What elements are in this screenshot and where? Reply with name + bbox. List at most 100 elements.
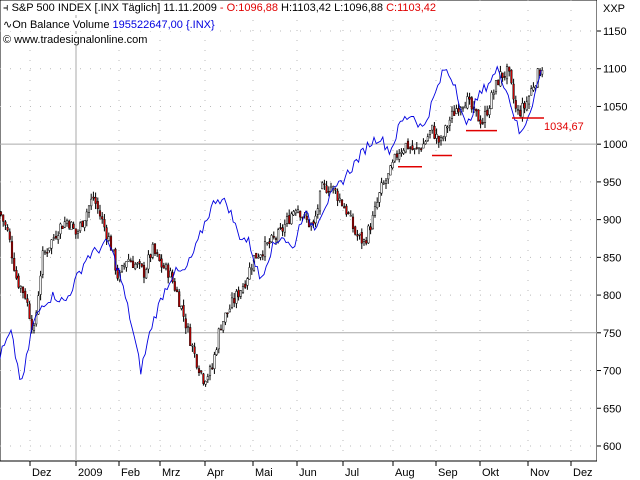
candle-body — [46, 252, 49, 254]
candle — [398, 149, 401, 163]
candle — [107, 232, 110, 242]
candle — [65, 218, 69, 227]
candle-body — [455, 108, 458, 114]
candle-body — [450, 110, 454, 119]
candle-body — [237, 289, 240, 298]
candle — [15, 266, 18, 280]
candle — [19, 285, 22, 293]
candle-body — [35, 312, 38, 325]
candle-body — [76, 231, 80, 234]
candle-body — [274, 238, 278, 240]
candle — [79, 221, 82, 233]
candle — [145, 267, 148, 279]
candle-body — [52, 237, 55, 239]
candle-body — [428, 130, 432, 135]
candle-body — [87, 205, 91, 213]
candle-body — [439, 137, 443, 142]
candle-body — [488, 108, 491, 115]
candle — [127, 253, 130, 262]
candle — [140, 263, 143, 268]
candle-body — [492, 92, 495, 95]
candle — [263, 236, 267, 261]
candle-body — [6, 226, 9, 231]
candle — [182, 299, 185, 322]
candle — [28, 301, 31, 320]
candle-body — [530, 88, 533, 96]
candle-body — [358, 233, 361, 236]
candle — [151, 242, 154, 260]
candle-body — [536, 68, 539, 88]
candle — [516, 104, 520, 115]
y-tick-label: 600 — [603, 441, 621, 453]
candle-body — [376, 202, 379, 209]
candle-body — [497, 79, 500, 86]
candle — [41, 246, 44, 279]
candle-body — [140, 263, 143, 267]
candle — [37, 291, 40, 315]
candle — [292, 209, 295, 217]
candle-body — [138, 261, 141, 264]
y-tick-label: 850 — [603, 252, 621, 264]
candle — [299, 210, 302, 221]
candle — [536, 68, 539, 89]
candle — [420, 147, 423, 152]
candle-body — [180, 305, 183, 309]
candle-body — [17, 275, 20, 288]
candle — [96, 197, 99, 214]
y-tick-label: 1000 — [603, 139, 627, 151]
candle — [87, 205, 91, 218]
candle — [10, 235, 14, 264]
candle — [8, 228, 11, 243]
candle — [314, 210, 317, 228]
candle-body — [435, 133, 438, 139]
candle — [354, 225, 357, 236]
candle-body — [442, 136, 445, 139]
candle-body — [189, 327, 192, 346]
y-tick-label: 1150 — [603, 26, 627, 38]
candle — [523, 100, 526, 114]
copyright: © www.tradesignalonline.com — [3, 34, 150, 46]
candle-body — [305, 215, 308, 220]
candle — [131, 255, 135, 268]
candle — [39, 270, 42, 301]
candle-body — [13, 257, 16, 271]
candle-body — [68, 220, 71, 229]
candle-body — [131, 260, 135, 268]
candle-body — [224, 312, 227, 323]
candle — [197, 365, 201, 376]
candle — [134, 262, 137, 271]
candle — [470, 96, 473, 113]
candle-body — [479, 119, 482, 125]
candle-body — [378, 192, 381, 203]
candle — [272, 231, 275, 240]
candle — [250, 263, 253, 275]
candle — [453, 105, 456, 116]
candle — [63, 216, 66, 229]
candle-body — [336, 190, 339, 201]
candle — [261, 250, 264, 261]
candle — [336, 188, 339, 207]
y-tick-label: 900 — [603, 215, 621, 227]
candle — [360, 228, 363, 250]
candle-body — [103, 219, 106, 228]
candle — [46, 248, 49, 258]
candle-body — [226, 312, 229, 314]
candle-body — [96, 201, 99, 210]
candle-body — [505, 66, 509, 80]
candle — [90, 193, 93, 210]
candle — [153, 243, 157, 256]
candle — [494, 80, 498, 95]
candle-body — [411, 145, 414, 150]
candle-body — [200, 370, 203, 373]
candle — [59, 222, 62, 239]
candle — [266, 242, 269, 246]
candle — [81, 220, 84, 228]
candle — [525, 96, 528, 112]
candle-body — [266, 242, 269, 245]
x-tick-label: Nov — [530, 467, 550, 479]
candle-body — [409, 147, 412, 149]
candle — [327, 186, 330, 197]
candle — [68, 219, 71, 230]
x-tick-label: Aug — [395, 467, 415, 479]
candle — [530, 85, 533, 96]
